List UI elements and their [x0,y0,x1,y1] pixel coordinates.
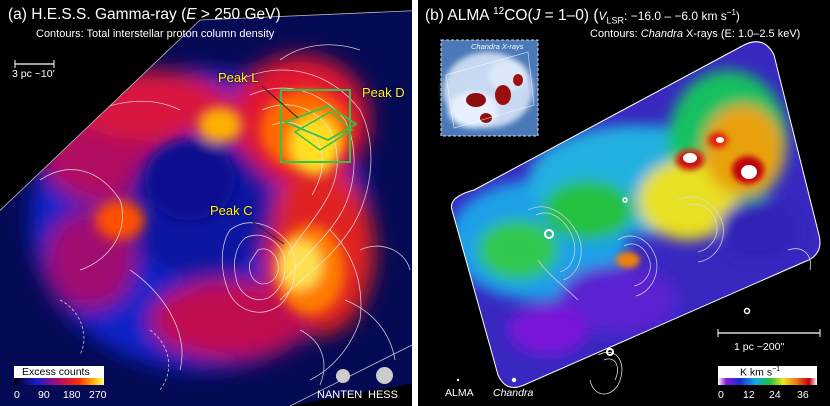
panel-b-title: (b) ALMA 12CO(J = 1–0) (VLSR: −16.0 – −6… [425,6,740,26]
colorbar-b-tick: 12 [743,389,755,401]
colorbar-b-tick: 36 [797,389,809,401]
colorbar-a-label-bg [14,366,104,378]
panel-a-hess-gamma-ray: (a) H.E.S.S. Gamma-ray (E > 250 GeV) Con… [0,0,412,406]
inset-label: Chandra X-rays [471,42,524,51]
panel-b-alma-co: (b) ALMA 12CO(J = 1–0) (VLSR: −16.0 – −6… [418,0,830,406]
chandra-inset [440,39,539,137]
hess-beam-icon [376,367,393,384]
peak-c-label: Peak C [210,203,253,218]
alma-beam-icon [456,378,460,382]
colorbar-b-tick: 0 [718,389,724,401]
nanten-beam-icon [336,369,350,383]
colorbar-a [14,378,104,385]
alma-beam-label: ALMA [445,387,474,399]
chandra-beam-label: Chandra [493,387,534,399]
gamma-ray-map [0,0,412,406]
panel-a-subtitle: Contours: Total interstellar proton colu… [36,28,275,40]
alma-co-map [418,0,830,406]
scale-bar-label-b: 1 pc ~200'' [734,341,785,353]
peak-l-label: Peak L [218,70,259,85]
peak-d-label: Peak D [362,85,405,100]
panel-a-title: (a) H.E.S.S. Gamma-ray (E > 250 GeV) [8,6,281,23]
colorbar-a-tick: 90 [38,389,50,401]
scale-bar-label: 3 pc ~10' [12,68,55,80]
panel-b-subtitle: Contours: Chandra X-rays (E: 1.0–2.5 keV… [590,28,801,40]
colorbar-b [718,378,817,385]
colorbar-b-label: K km s−1 [740,366,781,379]
colorbar-a-tick: 270 [89,389,107,401]
hess-beam-label: HESS [368,389,398,401]
colorbar-b-tick: 24 [769,389,781,401]
chandra-beam-icon [511,377,517,383]
colorbar-a-label: Excess counts [22,366,90,378]
colorbar-a-tick: 180 [63,389,81,401]
nanten-beam-label: NANTEN [317,389,363,401]
colorbar-a-tick: 0 [14,389,20,401]
panel-divider [412,0,418,406]
